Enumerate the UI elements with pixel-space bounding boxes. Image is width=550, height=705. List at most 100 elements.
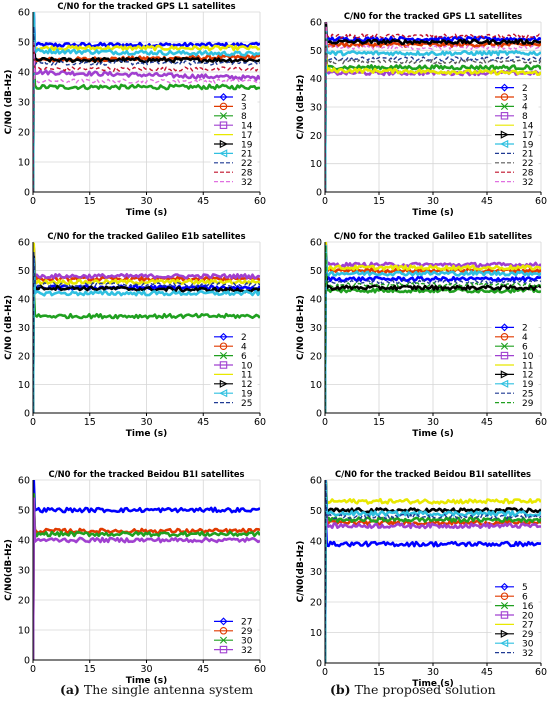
- y-axis-label: C/N0 (dB-Hz): [296, 75, 306, 140]
- chart-title: C/N0 for the tracked Galileo E1b satelli…: [334, 231, 532, 241]
- legend-entry-19: 19: [495, 379, 534, 390]
- legend-label: 4: [522, 103, 528, 113]
- x-tick-label: 0: [30, 196, 36, 207]
- legend-label: 25: [241, 399, 252, 409]
- y-tick-label: 10: [310, 628, 322, 639]
- x-tick-label: 15: [373, 417, 385, 428]
- series-line-5: [325, 517, 541, 663]
- caption-b-tag: (b): [330, 682, 351, 697]
- x-tick-label: 30: [427, 667, 439, 678]
- x-tick-label: 0: [30, 417, 36, 428]
- legend-label: 2: [241, 333, 247, 343]
- legend-box: [491, 320, 539, 411]
- legend-marker: [500, 102, 509, 110]
- x-tick-label: 0: [322, 667, 328, 678]
- series-line-14: [325, 34, 541, 192]
- legend-label: 32: [522, 649, 533, 659]
- legend-entry-30: 30: [495, 639, 534, 650]
- y-tick-label: 20: [18, 128, 30, 139]
- series-line-21: [33, 12, 260, 192]
- legend-label: 16: [522, 602, 534, 612]
- series-line-29: [325, 244, 541, 413]
- legend-entry-3: 3: [214, 102, 247, 113]
- series-line-2: [325, 243, 541, 413]
- y-tick-label: 50: [310, 46, 322, 57]
- legend-entry-22: 22: [495, 159, 533, 169]
- x-tick-label: 60: [254, 664, 266, 675]
- y-tick-label: 40: [18, 536, 30, 547]
- series-line-29: [325, 480, 541, 663]
- series-line-2: [33, 12, 260, 192]
- legend-label: 30: [241, 637, 253, 647]
- y-tick-label: 0: [24, 656, 30, 667]
- legend-marker: [500, 83, 509, 92]
- series-line-30: [325, 480, 541, 663]
- legend-marker: [219, 627, 228, 635]
- legend-label: 4: [241, 343, 247, 353]
- legend-marker: [500, 112, 509, 120]
- x-tick-label: 45: [197, 417, 209, 428]
- x-tick-label: 45: [481, 667, 493, 678]
- legend-marker: [219, 121, 228, 129]
- x-tick-label: 15: [84, 664, 96, 675]
- legend-entry-27: 27: [495, 621, 533, 631]
- legend-marker: [219, 93, 228, 101]
- series-group: [325, 22, 541, 192]
- legend-entry-20: 20: [495, 611, 534, 621]
- y-tick-label: 50: [18, 506, 30, 517]
- legend-entry-2: 2: [495, 83, 528, 94]
- legend-marker: [500, 582, 509, 591]
- y-tick-label: 40: [310, 74, 322, 85]
- caption-b-text: The proposed solution: [354, 682, 496, 697]
- legend-label: 32: [241, 178, 252, 188]
- legend-marker: [219, 645, 228, 654]
- chart-title: C/N0 for the tracked GPS L1 satellites: [57, 1, 235, 11]
- legend-entry-4: 4: [495, 103, 528, 113]
- y-tick-label: 10: [310, 159, 322, 170]
- legend-label: 32: [241, 646, 252, 656]
- chart-panel-1: 0 15 30 45 60 0 10 20 30 40 50 60 C/N0 for the track…: [4, 1, 266, 218]
- legend-label: 19: [522, 140, 534, 150]
- y-tick-label: 0: [316, 409, 322, 420]
- y-tick-label: 0: [24, 409, 30, 420]
- series-line-25: [325, 254, 541, 413]
- legend-marker: [219, 112, 228, 120]
- legend-entry-19: 19: [214, 139, 253, 150]
- legend-marker: [219, 636, 228, 644]
- legend-entry-25: 25: [214, 399, 252, 409]
- legend-label: 27: [241, 618, 252, 628]
- legend-label: 20: [522, 611, 534, 621]
- series-line-22: [325, 27, 541, 192]
- legend-entry-32: 32: [495, 178, 533, 188]
- x-tick-label: 60: [535, 196, 547, 207]
- legend-label: 25: [522, 390, 533, 400]
- y-tick-label: 20: [18, 352, 30, 363]
- series-line-3: [325, 22, 541, 192]
- legend-marker: [219, 389, 228, 398]
- y-tick-label: 60: [310, 238, 322, 249]
- x-axis-label: Time (s): [126, 429, 167, 439]
- legend-entry-3: 3: [495, 93, 528, 103]
- legend-marker: [500, 139, 509, 149]
- y-tick-label: 40: [18, 68, 30, 79]
- legend-marker: [500, 639, 509, 648]
- x-axis-label: Time (s): [412, 429, 453, 439]
- series-line-30: [33, 492, 260, 660]
- series-line-19: [325, 26, 541, 192]
- legend-entry-14: 14: [495, 122, 534, 132]
- legend-entry-11: 11: [214, 371, 252, 381]
- series-line-12: [325, 251, 541, 413]
- legend-entry-17: 17: [214, 131, 252, 141]
- y-tick-label: 20: [310, 598, 322, 609]
- legend-box: [491, 580, 539, 661]
- series-line-27: [33, 480, 260, 660]
- legend-label: 6: [522, 343, 528, 353]
- x-axis-label: Time (s): [412, 208, 453, 218]
- legend-label: 19: [241, 140, 253, 150]
- chart-title: C/N0 for the tracked Beidou B1I satellit…: [48, 469, 244, 479]
- legend-marker: [500, 351, 509, 360]
- legend-marker: [219, 149, 228, 158]
- caption-a-tag: (a): [60, 682, 80, 697]
- legend-marker: [219, 102, 228, 111]
